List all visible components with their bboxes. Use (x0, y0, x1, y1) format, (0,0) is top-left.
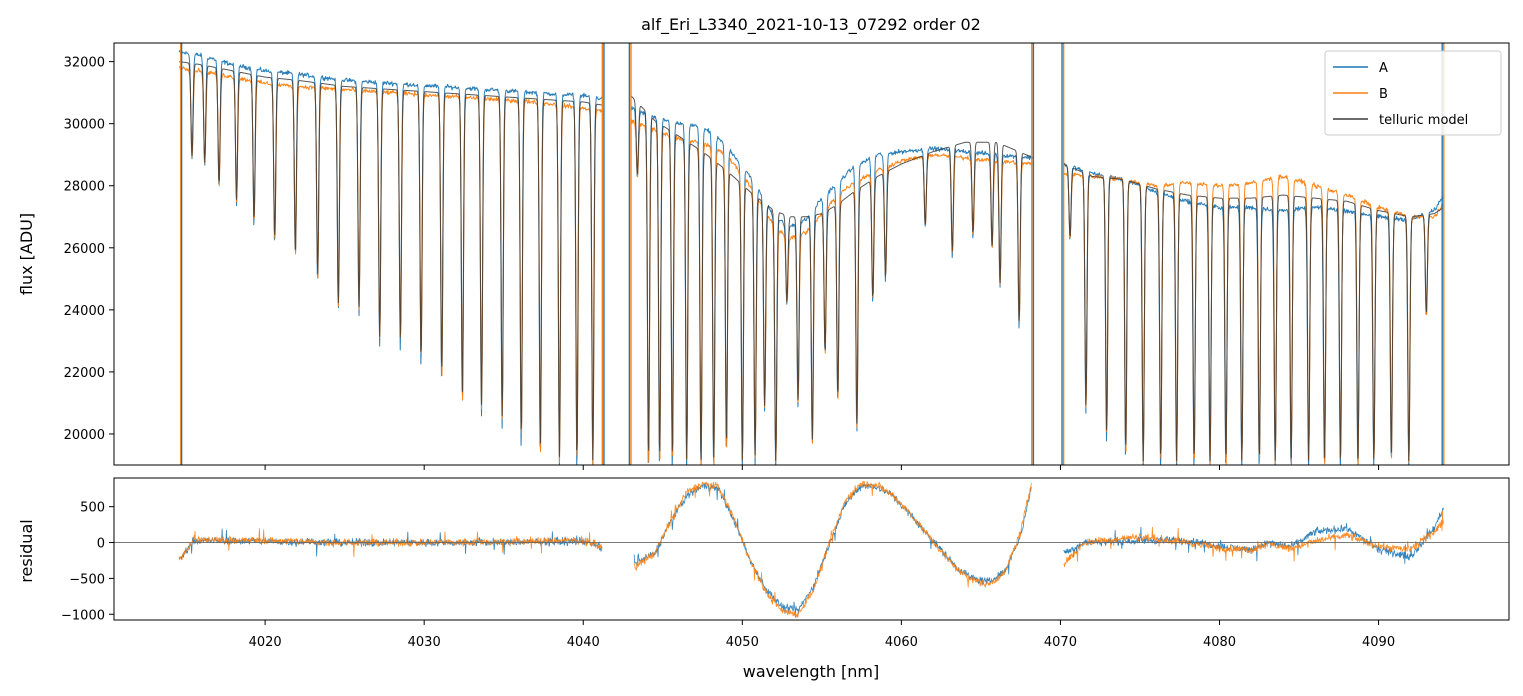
residual-series-line (633, 480, 1033, 618)
flux-y-tick-label: 28000 (64, 180, 105, 195)
flux-series-line (178, 50, 603, 465)
flux-series-line (178, 65, 603, 465)
residual-x-tick-label: 4090 (1362, 635, 1395, 650)
flux-y-tick-label: 30000 (64, 118, 105, 133)
flux-series-line (1063, 163, 1444, 462)
residual-y-axis-label: residual (17, 519, 36, 582)
x-axis-label: wavelength [nm] (743, 662, 880, 681)
chart-title: alf_Eri_L3340_2021-10-13_07292 order 02 (641, 15, 981, 35)
flux-series-telluric-model (179, 61, 1444, 462)
residual-x-tick-label: 4030 (408, 635, 441, 650)
flux-series-line (630, 106, 1034, 465)
residual-y-tick-label: −1000 (61, 608, 105, 623)
flux-y-tick-label: 22000 (64, 366, 105, 381)
flux-series-line (630, 119, 1034, 465)
flux-y-axis-label: flux [ADU] (17, 213, 36, 295)
residual-x-tick-label: 4020 (249, 635, 282, 650)
residual-y-tick-label: 500 (80, 501, 105, 516)
residual-x-tick-label: 4070 (1044, 635, 1077, 650)
residual-x-tick-label: 4040 (567, 635, 600, 650)
residual-x-tick-label: 4050 (726, 635, 759, 650)
flux-series-line (630, 95, 1034, 461)
legend-label: A (1379, 61, 1388, 76)
flux-y-tick-label: 32000 (64, 56, 105, 71)
flux-axes-frame (113, 42, 1510, 466)
residual-x-ticks: 4020 4030 4040 4050 4060 4070 4080 4090 (249, 620, 1395, 650)
residual-plot-area (114, 480, 1509, 618)
residual-x-tick-label: 4060 (885, 635, 918, 650)
flux-y-ticks: 20000 22000 24000 26000 28000 30000 32000 (64, 56, 114, 443)
residual-axes-frame (113, 477, 1510, 621)
residual-y-tick-label: 0 (97, 537, 105, 552)
flux-x-ticks (264, 465, 1380, 470)
flux-y-tick-label: 20000 (64, 428, 105, 443)
residual-x-tick-label: 4080 (1203, 635, 1236, 650)
residual-y-tick-label: −500 (69, 572, 105, 587)
legend-label: telluric model (1379, 113, 1468, 128)
residual-series-line (1063, 510, 1444, 568)
flux-panel: 20000 22000 24000 26000 28000 30000 32000 flux… (17, 42, 1510, 470)
residual-series-line (178, 528, 603, 561)
residual-y-ticks: −1000 −500 0 500 (61, 501, 114, 623)
residual-series-b (178, 480, 1444, 618)
legend-box (1324, 50, 1502, 136)
legend-label: B (1379, 87, 1388, 102)
flux-y-tick-label: 26000 (64, 242, 105, 257)
flux-y-tick-label: 24000 (64, 304, 105, 319)
flux-series-line (179, 61, 603, 461)
